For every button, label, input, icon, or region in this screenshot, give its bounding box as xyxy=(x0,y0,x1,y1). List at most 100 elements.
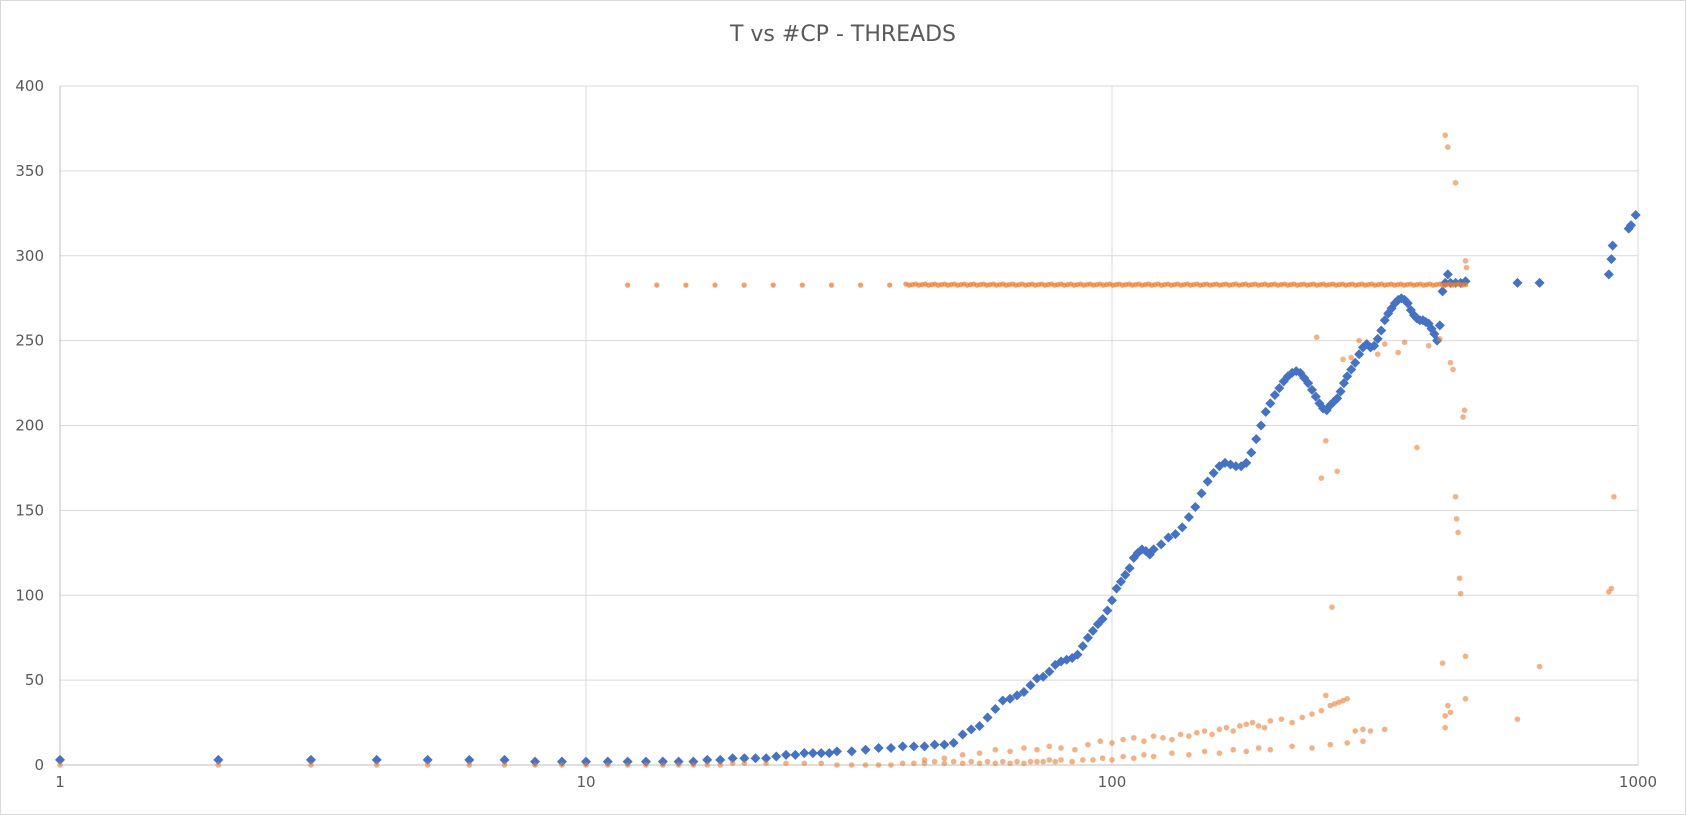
data-point-diamond xyxy=(807,748,818,759)
data-point-diamond xyxy=(957,729,968,740)
data-point-circle xyxy=(1462,258,1469,264)
data-point-diamond xyxy=(1208,468,1219,479)
y-tick-label: 250 xyxy=(15,332,44,350)
data-point-circle xyxy=(1367,728,1374,734)
data-point-diamond xyxy=(499,754,510,765)
data-point-diamond xyxy=(1251,434,1262,445)
data-point-circle xyxy=(976,760,983,767)
y-tick-label: 400 xyxy=(15,77,44,95)
data-point-diamond xyxy=(1111,583,1122,594)
data-point-circle xyxy=(373,762,380,768)
data-point-diamond xyxy=(1196,488,1207,499)
data-point-diamond xyxy=(1077,641,1088,652)
data-point-diamond xyxy=(1241,457,1252,468)
data-point-diamond xyxy=(1603,269,1614,280)
data-point-circle xyxy=(911,760,917,767)
data-point-diamond xyxy=(1087,625,1098,636)
data-point-circle xyxy=(1099,755,1106,762)
data-point-diamond xyxy=(55,754,65,765)
data-point-circle xyxy=(1289,719,1295,726)
data-point-circle xyxy=(1442,724,1449,731)
data-point-circle xyxy=(968,758,975,765)
data-point-diamond xyxy=(1346,364,1357,375)
data-point-circle xyxy=(1120,753,1126,760)
data-point-circle xyxy=(683,282,689,288)
data-point-circle xyxy=(1447,359,1454,366)
data-point-circle xyxy=(1348,354,1355,361)
data-point-diamond xyxy=(1338,378,1349,389)
data-point-circle xyxy=(1456,575,1463,582)
data-point-circle xyxy=(1309,745,1315,751)
data-point-diamond xyxy=(1190,501,1201,512)
data-point-diamond xyxy=(1177,522,1188,533)
y-tick-label: 300 xyxy=(15,247,44,265)
data-point-circle xyxy=(1450,366,1456,373)
data-point-circle xyxy=(1536,663,1543,670)
y-tick-label: 100 xyxy=(15,586,44,604)
data-point-diamond xyxy=(1626,220,1637,231)
data-point-diamond xyxy=(1256,420,1267,431)
data-point-circle xyxy=(1230,746,1237,753)
data-point-circle xyxy=(712,282,718,288)
data-point-circle xyxy=(1309,711,1315,717)
data-point-diamond xyxy=(750,753,761,764)
data-point-diamond xyxy=(1269,389,1280,400)
data-point-circle xyxy=(1255,723,1262,729)
data-point-diamond xyxy=(1534,277,1545,288)
data-point-circle xyxy=(1130,755,1137,762)
data-point-circle xyxy=(1352,728,1359,734)
data-point-circle xyxy=(857,282,864,288)
data-point-circle xyxy=(1007,748,1013,755)
data-point-circle xyxy=(828,282,835,288)
data-point-circle xyxy=(984,758,991,765)
data-point-circle xyxy=(308,762,314,768)
data-point-diamond xyxy=(1630,210,1641,221)
data-point-diamond xyxy=(771,751,782,762)
data-point-circle xyxy=(818,760,825,767)
data-point-diamond xyxy=(1332,393,1343,404)
data-point-circle xyxy=(1414,444,1420,451)
data-point-diamond xyxy=(846,746,857,757)
data-point-circle xyxy=(1514,716,1521,722)
data-point-circle xyxy=(1327,702,1334,709)
data-point-circle xyxy=(1169,736,1175,743)
data-point-circle xyxy=(1327,741,1334,748)
data-point-circle xyxy=(1289,743,1295,750)
data-point-circle xyxy=(1344,740,1351,746)
data-point-circle xyxy=(1462,695,1469,702)
data-point-circle xyxy=(1194,729,1200,736)
data-point-diamond xyxy=(1005,693,1016,704)
data-point-circle xyxy=(1608,585,1615,592)
data-point-circle xyxy=(1457,590,1464,597)
data-point-circle xyxy=(1318,707,1325,714)
data-point-circle xyxy=(1318,475,1325,481)
data-point-circle xyxy=(992,760,999,767)
data-point-diamond xyxy=(1230,461,1241,472)
chart-title: T vs #CP - THREADS xyxy=(729,22,956,47)
data-point-circle xyxy=(1425,342,1432,349)
data-point-circle xyxy=(1014,758,1020,765)
data-point-circle xyxy=(1299,714,1306,721)
data-point-circle xyxy=(899,760,906,767)
data-point-circle xyxy=(583,762,589,768)
data-point-circle xyxy=(1007,760,1013,767)
data-point-circle xyxy=(1313,334,1320,341)
tick-labels: 0 50 100 150 200 250 300 350 400 1 10 100 1000 xyxy=(15,77,1657,791)
data-point-diamond xyxy=(948,737,959,748)
data-point-circle xyxy=(1356,337,1362,344)
data-point-circle xyxy=(1445,702,1451,709)
data-point-circle xyxy=(654,282,660,288)
data-point-diamond xyxy=(1369,340,1380,351)
data-point-circle xyxy=(1243,748,1250,755)
data-point-diamond xyxy=(761,753,772,764)
data-point-diamond xyxy=(715,754,726,765)
y-tick-label: 150 xyxy=(15,501,44,519)
y-tick-label: 200 xyxy=(15,417,44,435)
data-point-diamond xyxy=(1303,378,1314,389)
y-tick-label: 0 xyxy=(34,756,44,774)
data-point-circle xyxy=(801,760,808,767)
data-point-diamond xyxy=(702,754,713,765)
data-point-circle xyxy=(675,762,682,768)
data-point-diamond xyxy=(990,703,1001,714)
